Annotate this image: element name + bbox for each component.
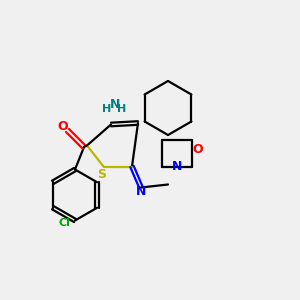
Text: S: S <box>98 167 106 181</box>
Text: N: N <box>110 98 120 111</box>
Text: H: H <box>117 104 126 115</box>
Text: N: N <box>172 160 182 172</box>
Text: H: H <box>102 104 111 115</box>
Text: O: O <box>58 119 68 133</box>
Text: O: O <box>193 143 203 156</box>
Text: Cl: Cl <box>58 218 70 229</box>
Text: N: N <box>136 185 146 198</box>
